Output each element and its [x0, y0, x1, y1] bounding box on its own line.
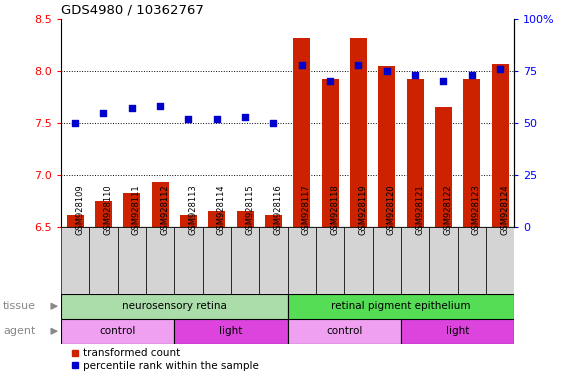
Text: GSM928113: GSM928113 [188, 184, 198, 235]
Bar [435, 107, 452, 227]
Text: GSM928117: GSM928117 [302, 184, 311, 235]
Bar [174, 319, 288, 344]
Bar [372, 227, 401, 294]
Bar [174, 227, 203, 294]
Point [156, 103, 165, 109]
Bar [345, 227, 372, 294]
Bar [350, 38, 367, 227]
Text: GSM928122: GSM928122 [443, 184, 453, 235]
Point [99, 109, 108, 116]
Point [212, 116, 221, 122]
Text: retinal pigment epithelium: retinal pigment epithelium [331, 301, 471, 311]
Text: GSM928118: GSM928118 [330, 184, 339, 235]
Point [467, 72, 476, 78]
Text: GSM928120: GSM928120 [387, 184, 396, 235]
Point [297, 62, 306, 68]
Point [70, 120, 80, 126]
Text: GSM928110: GSM928110 [103, 184, 113, 235]
Bar [458, 227, 486, 294]
Bar [486, 227, 514, 294]
Text: GSM928121: GSM928121 [415, 184, 424, 235]
Bar [61, 294, 288, 319]
Bar [401, 227, 429, 294]
Bar [209, 211, 225, 227]
Bar [463, 79, 480, 227]
Point [496, 66, 505, 72]
Bar [407, 79, 424, 227]
Bar [322, 79, 339, 227]
Bar [123, 194, 141, 227]
Bar [288, 294, 514, 319]
Point [439, 78, 448, 84]
Text: tissue: tissue [3, 301, 36, 311]
Text: GSM928114: GSM928114 [217, 184, 226, 235]
Bar [265, 215, 282, 227]
Point [269, 120, 278, 126]
Bar [95, 200, 112, 227]
Bar [293, 38, 310, 227]
Text: GSM928123: GSM928123 [472, 184, 480, 235]
Legend: transformed count, percentile rank within the sample: transformed count, percentile rank withi… [66, 344, 263, 375]
Text: light: light [446, 326, 469, 336]
Text: control: control [99, 326, 136, 336]
Point [354, 62, 363, 68]
Text: GSM928124: GSM928124 [500, 184, 509, 235]
Bar [61, 227, 89, 294]
Bar [429, 227, 458, 294]
Text: agent: agent [3, 326, 35, 336]
Point [410, 72, 419, 78]
Point [325, 78, 335, 84]
Bar [288, 227, 316, 294]
Bar [203, 227, 231, 294]
Point [184, 116, 193, 122]
Text: GDS4980 / 10362767: GDS4980 / 10362767 [61, 3, 204, 17]
Text: neurosensory retina: neurosensory retina [122, 301, 227, 311]
Bar [316, 227, 345, 294]
Text: GSM928119: GSM928119 [358, 184, 367, 235]
Bar [146, 227, 174, 294]
Bar [61, 319, 174, 344]
Bar [492, 64, 508, 227]
Bar [401, 319, 514, 344]
Bar [67, 215, 84, 227]
Bar [288, 319, 401, 344]
Bar [236, 211, 254, 227]
Text: control: control [326, 326, 363, 336]
Text: GSM928109: GSM928109 [75, 184, 84, 235]
Bar [180, 215, 197, 227]
Point [241, 114, 250, 120]
Text: GSM928115: GSM928115 [245, 184, 254, 235]
Bar [152, 182, 168, 227]
Bar [89, 227, 118, 294]
Point [127, 105, 137, 111]
Text: light: light [219, 326, 243, 336]
Bar [378, 66, 395, 227]
Point [382, 68, 392, 74]
Text: GSM928116: GSM928116 [274, 184, 282, 235]
Text: GSM928111: GSM928111 [132, 184, 141, 235]
Bar [231, 227, 259, 294]
Bar [259, 227, 288, 294]
Text: GSM928112: GSM928112 [160, 184, 169, 235]
Bar [117, 227, 146, 294]
